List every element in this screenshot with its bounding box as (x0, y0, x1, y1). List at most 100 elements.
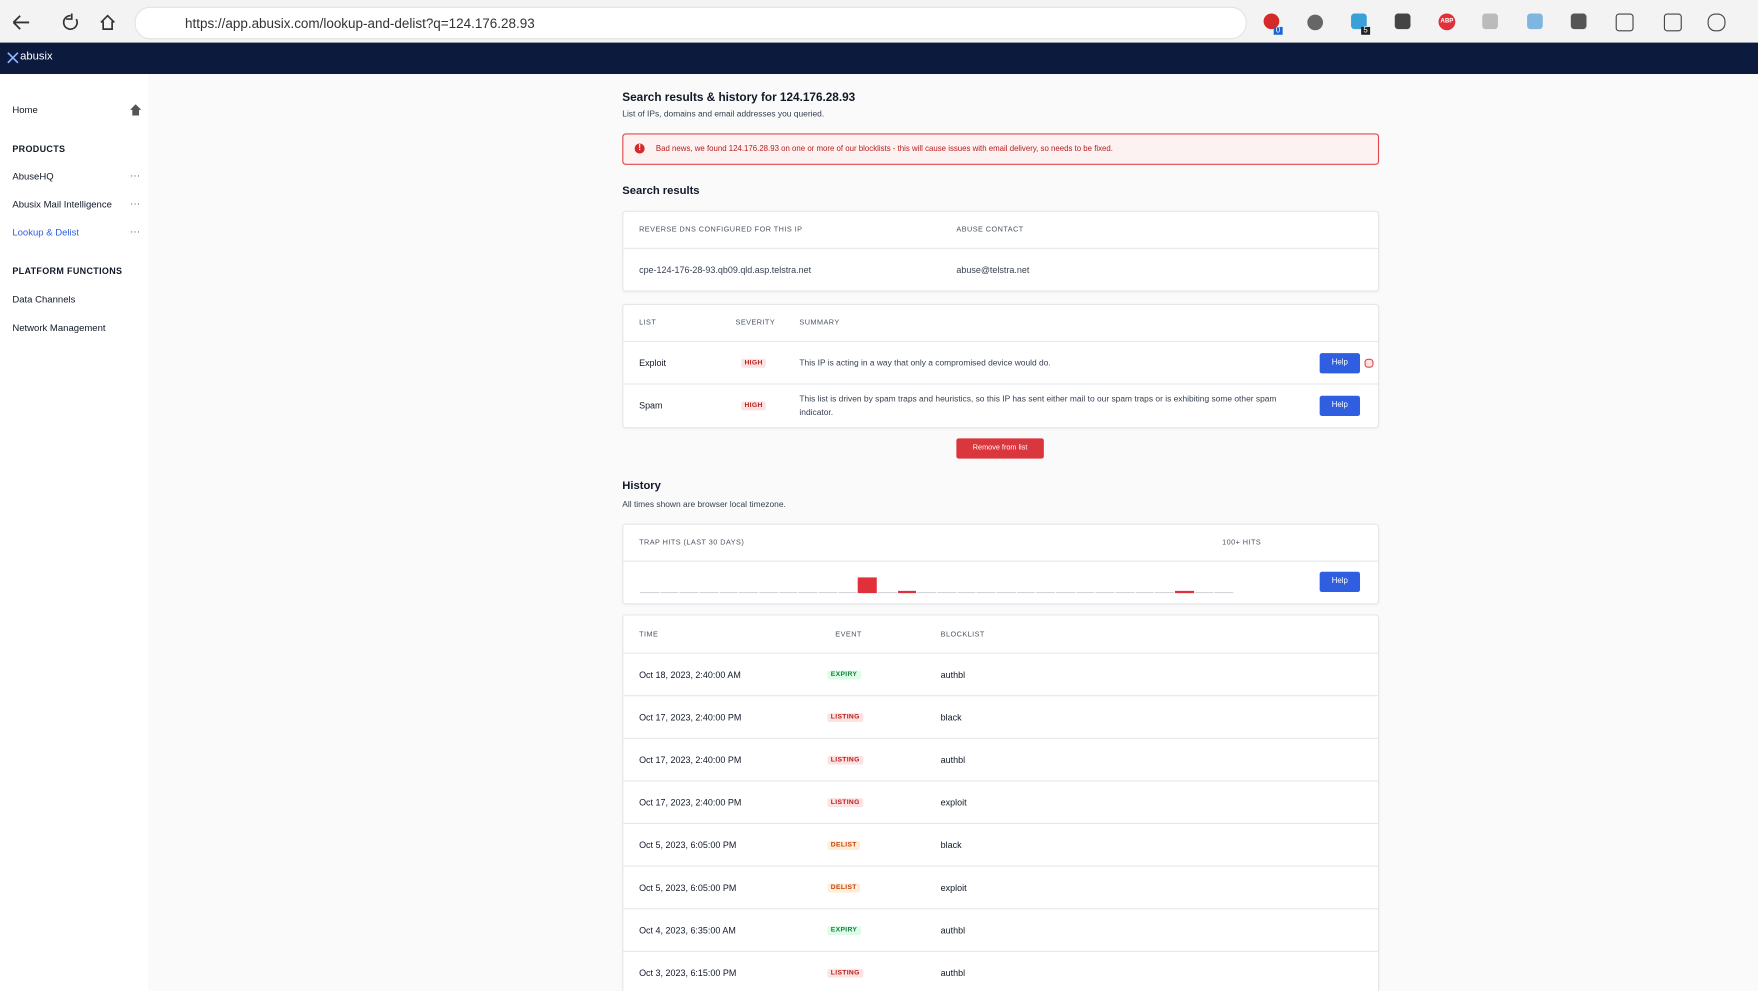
remove-button[interactable]: Remove from list (956, 438, 1044, 459)
help-button[interactable]: Help (1319, 353, 1361, 374)
summary: This list is driven by spam traps and he… (799, 393, 1277, 418)
baseline (1194, 591, 1214, 594)
section-title: PRODUCTS (12, 144, 66, 155)
extension[interactable] (1263, 13, 1280, 30)
favorites[interactable] (1707, 13, 1726, 32)
blocklist: authbl (940, 755, 966, 766)
alert-text: Bad news, we found 124.176.28.93 on one … (655, 145, 1113, 154)
baseline (759, 591, 778, 594)
nav-item[interactable]: Data Channels (12, 293, 76, 305)
column-header: TIME (639, 630, 659, 639)
nav-icons (12, 13, 115, 30)
event-badge: LISTING (827, 713, 864, 723)
chart-title: TRAP HITS (LAST 30 DAYS) (639, 538, 745, 547)
blocklist: exploit (940, 882, 967, 894)
baseline (1155, 591, 1174, 594)
divider (623, 560, 1378, 562)
baseline (996, 591, 1016, 594)
blocklist: black (940, 840, 962, 851)
nav-item-active[interactable]: Lookup & Delist (12, 226, 80, 238)
column-header: EVENT (835, 630, 862, 639)
event-badge: LISTING (827, 798, 864, 808)
indicator (1364, 358, 1374, 368)
column-header: SEVERITY (735, 318, 776, 327)
page-subtitle: List of IPs, domains and email addresses… (622, 108, 825, 119)
event-badge: LISTING (827, 968, 864, 978)
url: https://app.abusix.com/lookup-and-delist… (184, 15, 535, 32)
section-title: Search results (622, 184, 700, 198)
more[interactable]: ··· (130, 225, 141, 237)
baseline (739, 591, 758, 594)
baseline (719, 591, 739, 594)
nav-item[interactable]: AbuseHQ (12, 170, 54, 182)
extension[interactable] (1394, 13, 1411, 30)
nav-item[interactable]: Home (12, 104, 38, 116)
baseline (1135, 591, 1155, 594)
extension[interactable] (1482, 13, 1498, 30)
trap-hits-card: TRAP HITS (LAST 30 DAYS) 100+ HITS Help (622, 523, 1380, 605)
section-title: History (622, 479, 661, 493)
bar (858, 577, 877, 594)
baseline (1056, 591, 1075, 594)
bar (1175, 590, 1194, 594)
time: Oct 3, 2023, 6:15:00 PM (639, 968, 737, 979)
extension[interactable] (1307, 14, 1324, 31)
baseline (1095, 591, 1115, 594)
column-header: BLOCKLIST (940, 630, 985, 639)
split-screen[interactable] (1663, 13, 1682, 32)
extension[interactable] (1570, 13, 1587, 30)
alert: ! Bad news, we found 124.176.28.93 on on… (622, 133, 1380, 165)
column-header: LIST (639, 318, 657, 327)
help-button[interactable]: Help (1319, 395, 1361, 416)
blocklist: black (940, 712, 962, 723)
divider (623, 695, 1378, 697)
baseline (640, 591, 659, 594)
time: Oct 17, 2023, 2:40:00 PM (639, 797, 742, 808)
ext-badge: 5 (1361, 26, 1371, 35)
divider (623, 652, 1378, 654)
event-badge: EXPIRY (827, 926, 861, 936)
time: Oct 18, 2023, 2:40:00 AM (639, 669, 741, 681)
event-badge: DELIST (827, 840, 861, 850)
more[interactable]: ··· (130, 169, 141, 181)
baseline (957, 591, 976, 594)
cell: cpe-124-176-28-93.qb09.qld.asp.telstra.n… (639, 265, 812, 276)
more[interactable]: ··· (130, 197, 141, 209)
address-bar[interactable]: https://app.abusix.com/lookup-and-delist… (134, 6, 1247, 40)
blocklist: authbl (940, 925, 966, 936)
lists-card: LIST SEVERITY SUMMARY Exploit HIGH This IP… (622, 303, 1380, 429)
baseline (917, 591, 937, 594)
extension[interactable] (1351, 13, 1367, 30)
ext-abp[interactable]: ABP (1438, 13, 1456, 31)
history-card: TIME EVENT BLOCKLIST Oct 18, 2023, 2:40:… (622, 614, 1380, 991)
baseline (699, 591, 719, 594)
section-title: PLATFORM FUNCTIONS (12, 266, 123, 277)
baseline (1075, 591, 1095, 594)
home[interactable] (100, 14, 115, 30)
divider (623, 780, 1378, 782)
divider (623, 247, 1378, 249)
top-nav: abusix (0, 42, 1758, 74)
summary: This IP is acting in a way that only a c… (799, 357, 1051, 368)
brand[interactable]: abusix (20, 50, 53, 63)
column-header: ABUSE CONTACT (956, 225, 1024, 234)
divider (623, 737, 1378, 739)
column-header: REVERSE DNS CONFIGURED FOR THIS IP (639, 225, 803, 234)
back[interactable] (12, 15, 30, 30)
baseline (679, 591, 699, 594)
dns-card: REVERSE DNS CONFIGURED FOR THIS IP ABUSE… (622, 210, 1380, 292)
nav-item[interactable]: Network Management (12, 321, 106, 333)
extensions[interactable] (1615, 13, 1634, 32)
severity-badge: HIGH (741, 358, 767, 368)
baseline (798, 591, 818, 594)
bar (897, 590, 917, 594)
help-button[interactable]: Help (1319, 571, 1361, 592)
list-name: Spam (639, 400, 663, 411)
logo (7, 52, 19, 64)
extension[interactable] (1527, 13, 1543, 30)
nav-item[interactable]: Abusix Mail Intelligence (12, 198, 112, 210)
refresh[interactable] (62, 13, 78, 30)
time: Oct 4, 2023, 6:35:00 AM (639, 925, 736, 936)
event-badge: DELIST (827, 883, 861, 893)
